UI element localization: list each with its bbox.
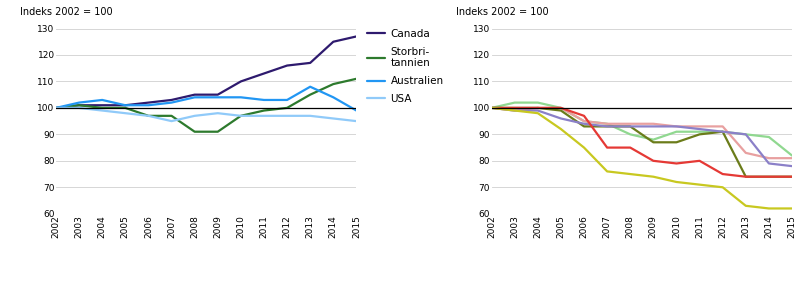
Text: Indeks 2002 = 100: Indeks 2002 = 100 [455, 7, 548, 17]
Text: Indeks 2002 = 100: Indeks 2002 = 100 [20, 7, 113, 17]
Legend: Canada, Storbri-
tannien, Australien, USA: Canada, Storbri- tannien, Australien, US… [362, 25, 448, 108]
Legend: Neder-
landene, Tyskland, Frankrig, Spanien, Denmark, Italien: Neder- landene, Tyskland, Frankrig, Span… [798, 25, 800, 128]
